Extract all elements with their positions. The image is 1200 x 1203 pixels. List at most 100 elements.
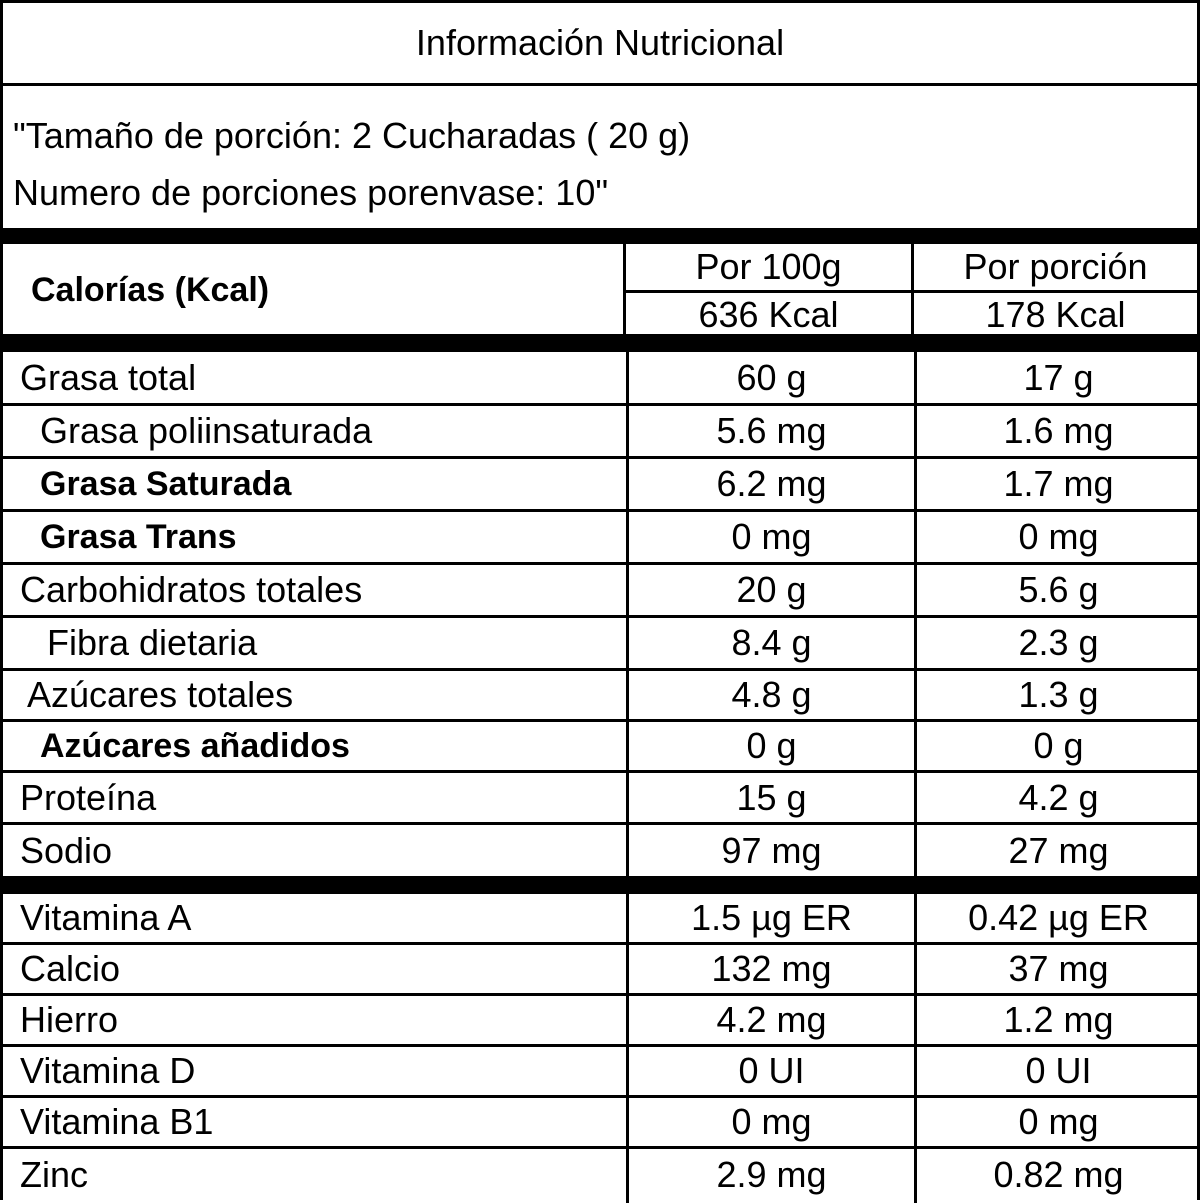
nutrient-name: Grasa total	[20, 356, 197, 398]
column-divider	[914, 565, 917, 618]
value-per-serving: 1.3 g	[1018, 674, 1099, 715]
value-per-100g: 6.2 mg	[716, 463, 827, 504]
column-divider	[914, 1149, 917, 1203]
column-divider	[914, 996, 917, 1047]
value-per-serving: 0 mg	[1018, 1101, 1099, 1142]
column-divider	[626, 996, 629, 1047]
column-divider	[914, 512, 917, 565]
column-divider	[914, 671, 917, 722]
nutrient-name: Grasa poliinsaturada	[40, 410, 373, 451]
nutrient-name: Proteína	[20, 776, 157, 818]
column-divider	[626, 773, 629, 825]
nutrient-name: Vitamina A	[20, 897, 192, 938]
column-divider	[626, 406, 629, 459]
value-per-100g: 20 g	[736, 569, 807, 610]
column-divider	[914, 825, 917, 880]
column-divider	[626, 618, 629, 671]
value-per-100g: 0 UI	[738, 1050, 805, 1091]
vitamin-row: Zinc 2.9 mg 0.82 mg	[3, 1149, 1197, 1203]
vitamin-row: Vitamina A 1.5 µg ER 0.42 µg ER	[3, 894, 1197, 945]
nutrient-name: Vitamina D	[20, 1050, 196, 1091]
value-per-100g: 60 g	[736, 356, 807, 398]
servings-per-container: Numero de porciones porenvase: 10"	[13, 172, 609, 213]
nutrient-name: Grasa Saturada	[40, 464, 292, 503]
nutrient-row: Azúcares añadidos 0 g 0 g	[3, 722, 1197, 773]
calories-section: Calorías (Kcal) Por 100g Por porción 636…	[0, 244, 1200, 336]
column-divider	[626, 1149, 629, 1203]
serving-info: "Tamaño de porción: 2 Cucharadas ( 20 g)…	[0, 83, 1200, 229]
column-divider	[914, 722, 917, 773]
value-per-serving: 37 mg	[1008, 948, 1109, 989]
value-per-100g: 0 g	[746, 725, 797, 766]
column-divider	[626, 894, 629, 945]
column-divider	[914, 459, 917, 512]
value-per-serving: 0 g	[1033, 725, 1084, 766]
value-per-serving: 2.3 g	[1018, 622, 1099, 663]
nutrient-name: Calcio	[20, 948, 121, 989]
value-per-100g: 2.9 mg	[716, 1153, 827, 1195]
value-per-serving: 27 mg	[1008, 830, 1109, 871]
value-per-serving: 5.6 g	[1018, 569, 1099, 610]
value-per-100g: 4.2 mg	[716, 999, 827, 1040]
nutrient-name: Fibra dietaria	[47, 622, 258, 663]
thick-divider-vitamins	[0, 876, 1200, 894]
value-per-100g: 4.8 g	[731, 674, 812, 715]
column-divider	[626, 565, 629, 618]
nutrient-row: Grasa Trans 0 mg 0 mg	[3, 512, 1197, 565]
calories-label: Calorías (Kcal)	[31, 270, 270, 309]
nutrient-row: Grasa poliinsaturada 5.6 mg 1.6 mg	[3, 406, 1197, 459]
nutrient-name: Carbohidratos totales	[20, 569, 363, 610]
header-divider	[623, 290, 1197, 293]
nutrient-row: Grasa total 60 g 17 g	[3, 352, 1197, 406]
column-divider	[626, 352, 629, 406]
nutrient-name: Hierro	[20, 999, 119, 1040]
column-divider	[626, 945, 629, 996]
thick-divider-calories	[0, 334, 1200, 352]
value-per-serving: 1.2 mg	[1003, 999, 1114, 1040]
column-divider	[914, 1047, 917, 1098]
value-per-serving: 0.42 µg ER	[968, 897, 1149, 938]
nutrient-name: Azúcares añadidos	[40, 726, 350, 765]
column-divider	[626, 722, 629, 773]
value-per-serving: 0.82 mg	[993, 1153, 1124, 1195]
column-divider	[914, 894, 917, 945]
value-per-100g: 97 mg	[721, 830, 822, 871]
vitamin-row: Hierro 4.2 mg 1.2 mg	[3, 996, 1197, 1047]
nutrient-name: Grasa Trans	[40, 517, 237, 556]
value-per-serving: 1.6 mg	[1003, 410, 1114, 451]
value-per-serving: 4.2 g	[1018, 776, 1099, 818]
column-divider	[914, 352, 917, 406]
calories-per-serving: 178 Kcal	[985, 293, 1126, 335]
nutrient-row: Carbohidratos totales 20 g 5.6 g	[3, 565, 1197, 618]
value-per-100g: 0 mg	[731, 516, 812, 557]
column-divider	[626, 671, 629, 722]
column-divider	[626, 459, 629, 512]
label-title: Información Nutricional	[0, 0, 1200, 86]
column-divider	[626, 825, 629, 880]
vitamin-row: Vitamina D 0 UI 0 UI	[3, 1047, 1197, 1098]
value-per-100g: 15 g	[736, 776, 807, 818]
column-divider	[626, 1098, 629, 1149]
per-serving-header: Por porción	[963, 246, 1148, 287]
nutrient-name: Zinc	[20, 1153, 89, 1195]
value-per-100g: 1.5 µg ER	[691, 897, 852, 938]
value-per-100g: 0 mg	[731, 1101, 812, 1142]
value-per-100g: 5.6 mg	[716, 410, 827, 451]
nutrient-table: Grasa total 60 g 17 g Grasa poliinsaturada 5…	[0, 352, 1200, 880]
value-per-serving: 0 mg	[1018, 516, 1099, 557]
vitamin-row: Vitamina B1 0 mg 0 mg	[3, 1098, 1197, 1149]
nutrient-name: Vitamina B1	[20, 1101, 214, 1142]
value-per-100g: 8.4 g	[731, 622, 812, 663]
column-divider	[914, 945, 917, 996]
nutrient-name: Sodio	[20, 830, 113, 871]
nutrient-row: Grasa Saturada 6.2 mg 1.7 mg	[3, 459, 1197, 512]
nutrient-row: Sodio 97 mg 27 mg	[3, 825, 1197, 880]
thick-divider-top	[0, 228, 1200, 244]
value-per-serving: 17 g	[1023, 356, 1094, 398]
column-divider	[914, 406, 917, 459]
value-per-serving: 0 UI	[1025, 1050, 1092, 1091]
value-per-serving: 1.7 mg	[1003, 463, 1114, 504]
column-divider	[914, 773, 917, 825]
nutrient-row: Fibra dietaria 8.4 g 2.3 g	[3, 618, 1197, 671]
